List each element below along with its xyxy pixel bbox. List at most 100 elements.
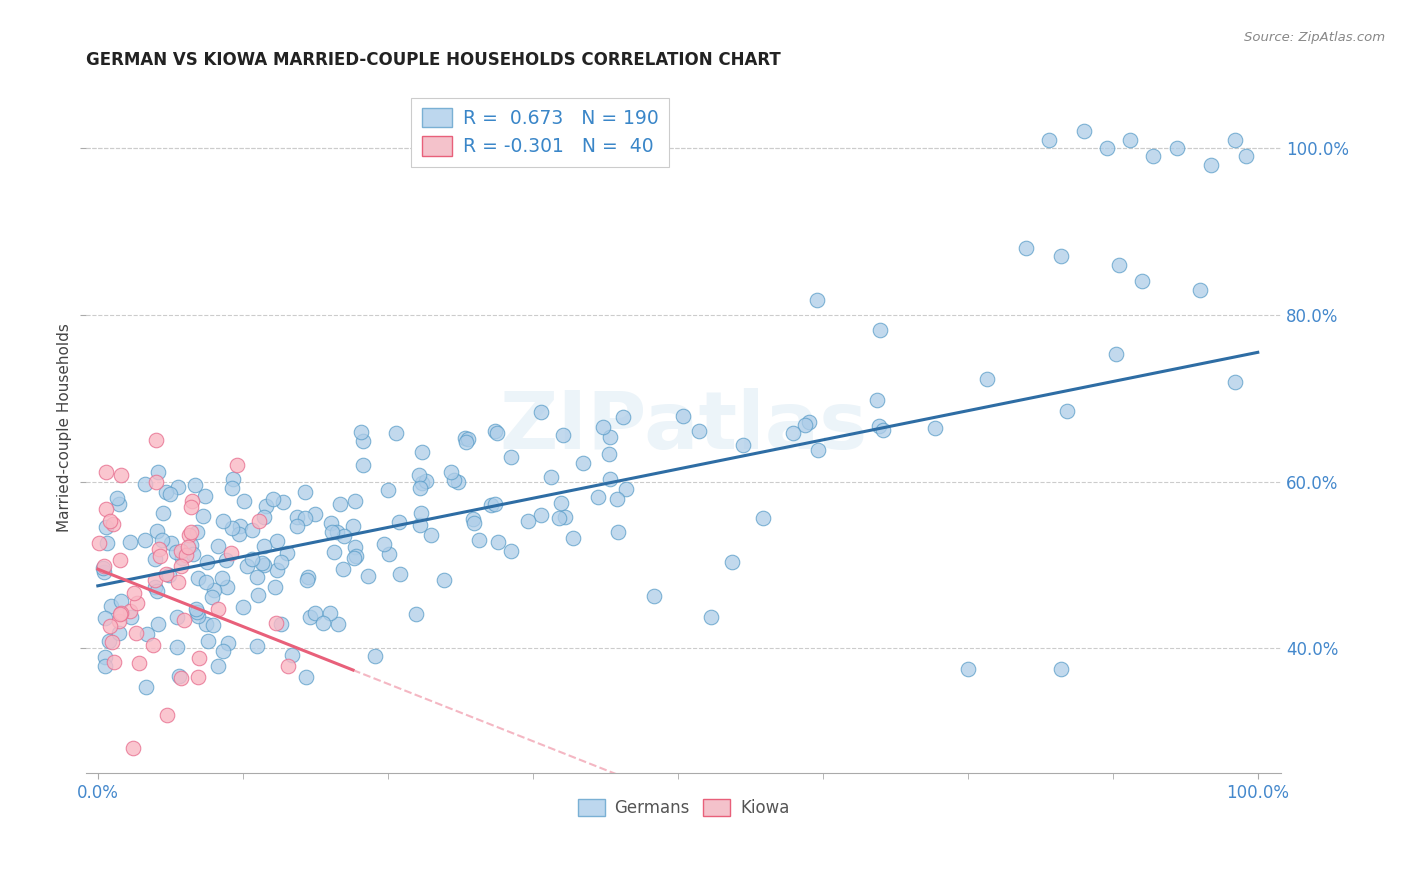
Point (586, 490, 609, 504)
Point (461, 512, 484, 526)
Point (186, 605, 208, 619)
Point (1130, 275, 1153, 289)
Point (207, 539, 229, 553)
Point (794, 418, 817, 433)
Point (731, 438, 754, 452)
Point (173, 613, 195, 627)
Point (93, 558, 115, 573)
Point (592, 420, 614, 434)
Point (240, 551, 263, 566)
Point (357, 568, 380, 582)
Point (167, 574, 190, 589)
Point (548, 511, 571, 525)
Point (246, 570, 269, 584)
Point (145, 433, 167, 447)
Point (420, 527, 443, 541)
Point (250, 556, 273, 570)
Point (807, 442, 830, 457)
Point (782, 425, 804, 440)
Text: GERMAN VS KIOWA MARRIED-COUPLE HOUSEHOLDS CORRELATION CHART: GERMAN VS KIOWA MARRIED-COUPLE HOUSEHOLD… (86, 51, 780, 69)
Point (211, 644, 233, 658)
Point (924, 421, 946, 435)
Point (242, 523, 264, 537)
Point (262, 492, 284, 507)
Point (551, 428, 574, 442)
Point (145, 524, 167, 538)
Point (107, 626, 129, 640)
Point (93, 565, 115, 579)
Point (688, 424, 710, 438)
Point (180, 524, 202, 539)
Point (614, 482, 637, 496)
Point (148, 465, 170, 479)
Point (411, 444, 433, 458)
Point (377, 548, 399, 562)
Point (197, 633, 219, 648)
Point (105, 491, 128, 506)
Point (411, 475, 433, 490)
Point (180, 500, 202, 514)
Point (550, 496, 572, 510)
Point (1234, 149, 1257, 163)
Point (201, 618, 224, 632)
Point (221, 521, 243, 535)
Point (145, 475, 167, 489)
Point (463, 516, 485, 530)
Point (110, 594, 132, 608)
Point (148, 542, 170, 557)
Point (304, 508, 326, 522)
Point (181, 547, 204, 561)
Point (195, 555, 218, 569)
Point (1105, 346, 1128, 360)
Point (332, 529, 354, 543)
Point (530, 508, 553, 523)
Point (266, 533, 288, 548)
Point (121, 741, 143, 756)
Point (143, 551, 166, 566)
Point (343, 541, 366, 555)
Point (222, 472, 245, 486)
Point (270, 617, 292, 632)
Point (329, 497, 352, 511)
Point (342, 519, 364, 533)
Point (191, 508, 214, 523)
Point (207, 659, 229, 673)
Point (409, 518, 432, 533)
Point (157, 567, 180, 582)
Point (201, 590, 224, 604)
Point (467, 533, 489, 548)
Point (226, 458, 249, 472)
Point (443, 473, 465, 487)
Point (700, 609, 723, 624)
Point (96, 520, 118, 534)
Point (285, 518, 308, 533)
Point (150, 533, 173, 547)
Point (100, 514, 122, 528)
Point (94, 611, 117, 625)
Point (253, 558, 276, 573)
Point (1223, 375, 1246, 389)
Point (187, 571, 209, 585)
Point (202, 583, 225, 598)
Point (124, 626, 146, 640)
Point (364, 649, 387, 664)
Point (232, 599, 254, 614)
Point (155, 567, 177, 582)
Point (91, 561, 114, 575)
Point (1015, 241, 1038, 255)
Point (181, 494, 204, 508)
Point (169, 543, 191, 558)
Point (165, 545, 187, 559)
Point (96, 536, 118, 550)
Point (120, 609, 142, 624)
Point (159, 536, 181, 550)
Point (183, 478, 205, 492)
Legend: Germans, Kiowa: Germans, Kiowa (571, 792, 796, 824)
Point (332, 562, 354, 576)
Point (264, 616, 287, 631)
Point (280, 648, 302, 662)
Point (271, 495, 294, 509)
Point (110, 606, 132, 620)
Y-axis label: Married-couple Households: Married-couple Households (58, 323, 72, 532)
Point (321, 516, 343, 530)
